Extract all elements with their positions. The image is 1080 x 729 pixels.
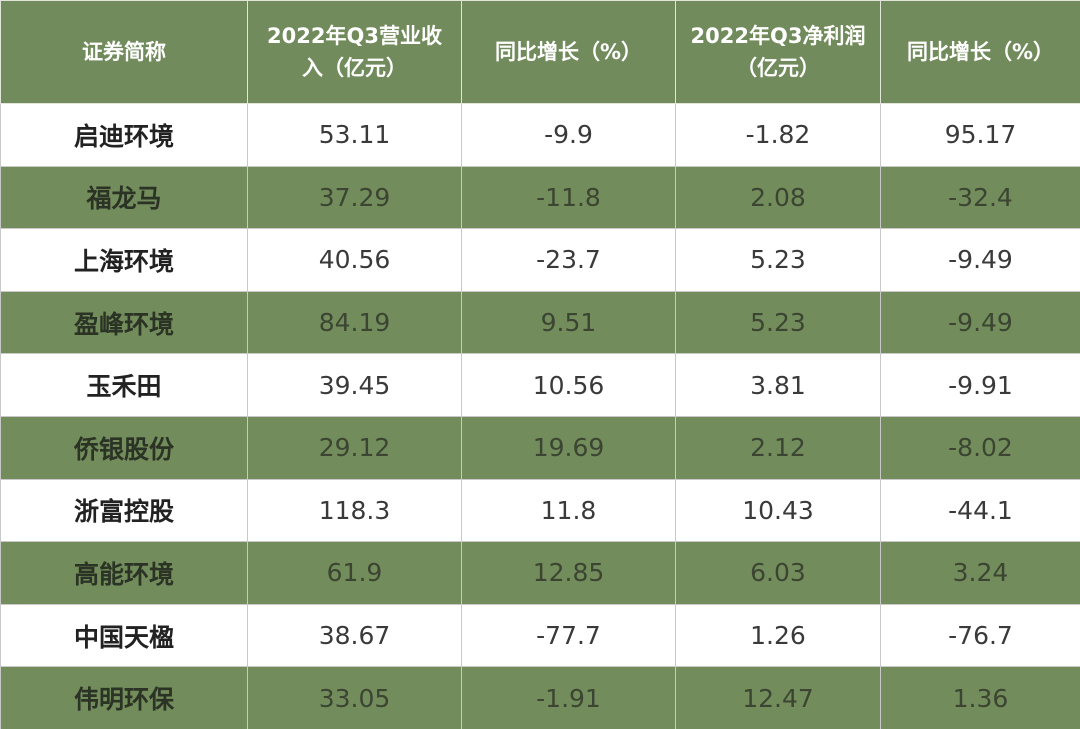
- value-cell: 2.08: [675, 165, 881, 230]
- value-cell: -1.91: [461, 666, 676, 729]
- value-cell: 10.43: [675, 478, 881, 543]
- value-cell: -23.7: [461, 228, 676, 292]
- value-cell: 10.56: [461, 353, 676, 417]
- value-cell: 1.36: [880, 666, 1080, 729]
- value-cell: 118.3: [247, 478, 462, 543]
- table-body: 启迪环境 53.11 -9.9 -1.82 95.17 福龙马 37.29 -11.8 2.08…: [0, 103, 1080, 729]
- value-cell: 84.19: [247, 290, 462, 355]
- table-row: 启迪环境 53.11 -9.9 -1.82 95.17: [0, 103, 1080, 167]
- header-cell: 同比增长（%）: [880, 0, 1080, 104]
- value-cell: -9.9: [461, 103, 676, 167]
- security-name: 福龙马: [0, 165, 248, 230]
- table-row: 浙富控股 118.3 11.8 10.43 -44.1: [0, 478, 1080, 543]
- value-cell: -77.7: [461, 603, 676, 668]
- value-cell: 2.12: [675, 415, 881, 480]
- value-cell: 33.05: [247, 666, 462, 729]
- value-cell: -8.02: [880, 415, 1080, 480]
- value-cell: 12.85: [461, 541, 676, 605]
- value-cell: -9.49: [880, 290, 1080, 355]
- security-name: 高能环境: [0, 541, 248, 605]
- table-row: 伟明环保 33.05 -1.91 12.47 1.36: [0, 666, 1080, 729]
- security-name: 上海环境: [0, 228, 248, 292]
- value-cell: -1.82: [675, 103, 881, 167]
- value-cell: 37.29: [247, 165, 462, 230]
- security-name: 伟明环保: [0, 666, 248, 729]
- header-cell: 2022年Q3净利润（亿元）: [675, 0, 881, 104]
- value-cell: 3.24: [880, 541, 1080, 605]
- value-cell: 29.12: [247, 415, 462, 480]
- value-cell: 3.81: [675, 353, 881, 417]
- value-cell: 11.8: [461, 478, 676, 543]
- value-cell: 39.45: [247, 353, 462, 417]
- security-name: 浙富控股: [0, 478, 248, 543]
- value-cell: 95.17: [880, 103, 1080, 167]
- header-cell: 同比增长（%）: [461, 0, 676, 104]
- value-cell: -76.7: [880, 603, 1080, 668]
- table-row: 中国天楹 38.67 -77.7 1.26 -76.7: [0, 603, 1080, 668]
- value-cell: -32.4: [880, 165, 1080, 230]
- value-cell: 6.03: [675, 541, 881, 605]
- value-cell: 5.23: [675, 290, 881, 355]
- table-row: 玉禾田 39.45 10.56 3.81 -9.91: [0, 353, 1080, 417]
- table-row: 上海环境 40.56 -23.7 5.23 -9.49: [0, 228, 1080, 292]
- value-cell: 61.9: [247, 541, 462, 605]
- security-name: 盈峰环境: [0, 290, 248, 355]
- value-cell: 9.51: [461, 290, 676, 355]
- value-cell: -9.49: [880, 228, 1080, 292]
- value-cell: -9.91: [880, 353, 1080, 417]
- security-name: 玉禾田: [0, 353, 248, 417]
- value-cell: -11.8: [461, 165, 676, 230]
- value-cell: -44.1: [880, 478, 1080, 543]
- value-cell: 40.56: [247, 228, 462, 292]
- security-name: 侨银股份: [0, 415, 248, 480]
- table-row: 盈峰环境 84.19 9.51 5.23 -9.49: [0, 290, 1080, 355]
- table-row: 高能环境 61.9 12.85 6.03 3.24: [0, 541, 1080, 605]
- value-cell: 19.69: [461, 415, 676, 480]
- header-row: 证券简称 2022年Q3营业收入（亿元） 同比增长（%） 2022年Q3净利润（亿元）…: [0, 0, 1080, 104]
- value-cell: 1.26: [675, 603, 881, 668]
- security-name: 启迪环境: [0, 103, 248, 167]
- value-cell: 5.23: [675, 228, 881, 292]
- table-row: 侨银股份 29.12 19.69 2.12 -8.02: [0, 415, 1080, 480]
- value-cell: 53.11: [247, 103, 462, 167]
- value-cell: 38.67: [247, 603, 462, 668]
- security-name: 中国天楹: [0, 603, 248, 668]
- table-row: 福龙马 37.29 -11.8 2.08 -32.4: [0, 165, 1080, 230]
- value-cell: 12.47: [675, 666, 881, 729]
- header-cell: 证券简称: [0, 0, 248, 104]
- header-cell: 2022年Q3营业收入（亿元）: [247, 0, 462, 104]
